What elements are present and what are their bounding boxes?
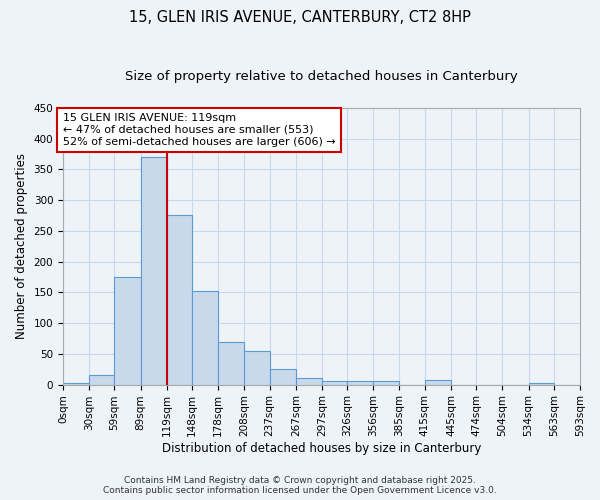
Text: 15, GLEN IRIS AVENUE, CANTERBURY, CT2 8HP: 15, GLEN IRIS AVENUE, CANTERBURY, CT2 8H…	[129, 10, 471, 25]
Bar	[296, 378, 322, 384]
Bar	[425, 380, 451, 384]
Title: Size of property relative to detached houses in Canterbury: Size of property relative to detached ho…	[125, 70, 518, 83]
Bar	[244, 351, 269, 384]
Bar	[218, 342, 244, 384]
Bar	[373, 381, 398, 384]
Text: Contains HM Land Registry data © Crown copyright and database right 2025.
Contai: Contains HM Land Registry data © Crown c…	[103, 476, 497, 495]
Text: 15 GLEN IRIS AVENUE: 119sqm
← 47% of detached houses are smaller (553)
52% of se: 15 GLEN IRIS AVENUE: 119sqm ← 47% of det…	[63, 114, 336, 146]
Bar	[322, 381, 347, 384]
X-axis label: Distribution of detached houses by size in Canterbury: Distribution of detached houses by size …	[162, 442, 481, 455]
Bar	[347, 381, 373, 384]
Bar	[140, 157, 167, 384]
Y-axis label: Number of detached properties: Number of detached properties	[15, 153, 28, 339]
Bar	[269, 369, 296, 384]
Bar	[192, 291, 218, 384]
Bar	[115, 277, 140, 384]
Bar	[167, 216, 192, 384]
Bar	[89, 376, 115, 384]
